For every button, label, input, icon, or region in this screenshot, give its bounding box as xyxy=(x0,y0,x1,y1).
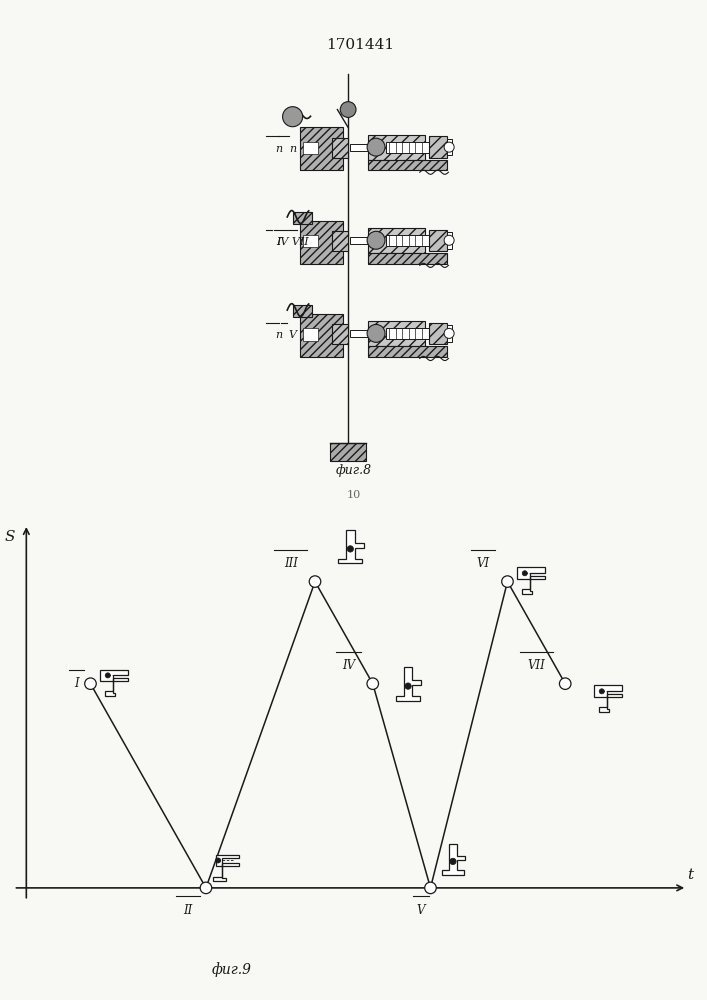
Polygon shape xyxy=(442,844,465,875)
Circle shape xyxy=(600,689,604,694)
Circle shape xyxy=(283,107,303,127)
Bar xyxy=(368,135,425,160)
Text: V: V xyxy=(288,330,297,340)
Circle shape xyxy=(444,235,454,245)
Bar xyxy=(368,160,447,170)
Text: п: п xyxy=(275,144,282,154)
Circle shape xyxy=(522,571,527,576)
Circle shape xyxy=(347,546,354,552)
Bar xyxy=(350,330,368,337)
Text: п: п xyxy=(275,330,282,340)
Text: VI: VI xyxy=(477,557,490,570)
Circle shape xyxy=(367,678,378,689)
Circle shape xyxy=(425,882,436,894)
Text: IV: IV xyxy=(341,659,355,672)
Bar xyxy=(300,127,343,170)
Bar xyxy=(332,231,348,251)
Circle shape xyxy=(340,102,356,117)
Bar xyxy=(332,324,348,344)
Polygon shape xyxy=(396,667,421,701)
Bar xyxy=(350,237,368,244)
Text: 10: 10 xyxy=(346,490,361,500)
Text: II: II xyxy=(183,904,192,917)
Circle shape xyxy=(450,858,456,865)
Bar xyxy=(386,328,428,339)
Bar xyxy=(330,443,366,461)
Text: IV VII: IV VII xyxy=(276,237,309,247)
Bar xyxy=(293,212,312,224)
Bar xyxy=(428,323,447,344)
Polygon shape xyxy=(338,530,363,563)
Polygon shape xyxy=(100,670,128,696)
Polygon shape xyxy=(594,685,622,712)
Bar xyxy=(447,139,452,155)
Text: фиг.9: фиг.9 xyxy=(211,962,252,977)
Bar xyxy=(368,253,447,264)
Bar xyxy=(447,232,452,249)
Circle shape xyxy=(502,576,513,587)
Text: фиг.8: фиг.8 xyxy=(335,464,372,477)
Circle shape xyxy=(405,683,411,689)
Circle shape xyxy=(367,231,385,249)
Bar xyxy=(350,144,368,151)
Text: I: I xyxy=(276,237,281,247)
Bar xyxy=(303,235,317,247)
Text: I: I xyxy=(74,677,78,690)
Bar xyxy=(300,221,343,264)
Bar xyxy=(447,325,452,342)
Text: V: V xyxy=(416,904,425,917)
Circle shape xyxy=(200,882,211,894)
Circle shape xyxy=(444,142,454,152)
Text: III: III xyxy=(284,557,298,570)
Bar xyxy=(303,328,317,341)
Text: 1701441: 1701441 xyxy=(327,38,395,52)
Circle shape xyxy=(444,328,454,338)
Bar xyxy=(428,230,447,251)
Text: S: S xyxy=(5,530,16,544)
Bar xyxy=(332,138,348,158)
Polygon shape xyxy=(517,567,545,594)
Bar xyxy=(428,136,447,158)
Circle shape xyxy=(367,324,385,342)
Bar xyxy=(293,305,312,317)
Circle shape xyxy=(309,576,321,587)
Bar xyxy=(368,346,447,357)
Bar xyxy=(303,142,317,154)
Text: t: t xyxy=(687,868,694,882)
Circle shape xyxy=(216,858,221,863)
Circle shape xyxy=(559,678,571,689)
Text: п: п xyxy=(289,144,296,154)
Circle shape xyxy=(105,673,110,678)
Text: VII: VII xyxy=(527,659,545,672)
Polygon shape xyxy=(213,855,239,881)
Bar xyxy=(386,142,428,153)
Bar xyxy=(368,228,425,253)
Bar xyxy=(368,321,425,346)
Circle shape xyxy=(367,138,385,156)
Bar xyxy=(300,314,343,357)
Circle shape xyxy=(85,678,96,689)
Bar xyxy=(386,235,428,246)
